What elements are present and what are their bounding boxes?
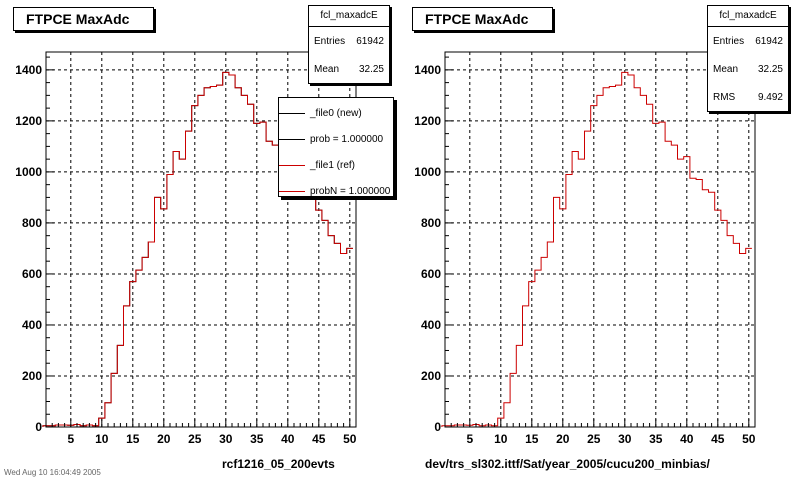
x-tick-label: 5 [466, 432, 473, 446]
stats-value: 32.25 [757, 63, 783, 75]
histogram-series [441, 71, 752, 427]
plot-title: FTPCE MaxAdc [13, 7, 154, 31]
legend-label: prob = 1.000000 [310, 133, 384, 145]
x-tick-label: 25 [587, 432, 601, 446]
stats-value: 61942 [356, 35, 384, 47]
stats-title: fcl_maxadcE [708, 6, 788, 27]
y-tick-label: 0 [434, 420, 441, 434]
x-tick-label: 30 [219, 432, 233, 446]
stats-row: RMS 9.492 [708, 83, 788, 111]
y-tick-label: 600 [22, 267, 42, 281]
x-tick-label: 45 [312, 432, 326, 446]
stats-label: Mean [314, 63, 340, 75]
stats-row: Mean 32.25 [309, 55, 389, 83]
x-tick-label: 40 [281, 432, 295, 446]
x-tick-label: 35 [649, 432, 663, 446]
y-tick-label: 1200 [414, 114, 441, 128]
legend-entry: prob = 1.000000 [279, 126, 393, 152]
stats-box: fcl_maxadcE Entries 61942 Mean 32.25 [308, 5, 390, 84]
y-tick-label: 200 [421, 369, 441, 383]
x-tick-label: 20 [556, 432, 570, 446]
y-tick-label: 1400 [414, 63, 441, 77]
x-tick-label: 15 [525, 432, 539, 446]
x-tick-label: 50 [343, 432, 357, 446]
legend-label: probN = 1.000000 [310, 185, 391, 197]
x-tick-label: 45 [711, 432, 725, 446]
stats-label: Entries [314, 35, 346, 47]
plot-title: FTPCE MaxAdc [412, 7, 553, 31]
y-tick-label: 1000 [15, 165, 42, 179]
legend: _file0 (new) prob = 1.000000 _file1 (ref… [278, 97, 394, 197]
stats-label: RMS [713, 91, 736, 103]
x-tick-label: 10 [95, 432, 109, 446]
legend-swatch [279, 164, 305, 166]
plot-background [445, 52, 755, 427]
stats-value: 61942 [755, 35, 783, 47]
legend-swatch [279, 112, 305, 114]
y-tick-label: 800 [421, 216, 441, 230]
stats-value: 9.492 [757, 91, 783, 103]
x-tick-label: 40 [680, 432, 694, 446]
y-tick-label: 1200 [15, 114, 42, 128]
timestamp-stamp: Wed Aug 10 16:04:49 2005 [4, 468, 101, 477]
x-tick-label: 35 [250, 432, 264, 446]
stats-row: Entries 61942 [708, 27, 788, 55]
legend-label: _file1 (ref) [310, 159, 356, 171]
y-tick-label: 1000 [414, 165, 441, 179]
stats-box: fcl_maxadcE Entries 61942 Mean 32.25 RMS… [707, 5, 789, 112]
x-tick-label: 10 [494, 432, 508, 446]
y-tick-label: 1400 [15, 63, 42, 77]
x-tick-label: 15 [126, 432, 140, 446]
y-tick-label: 400 [22, 318, 42, 332]
x-tick-label: 30 [618, 432, 632, 446]
stats-row: Mean 32.25 [708, 55, 788, 83]
legend-swatch [279, 138, 305, 140]
stats-label: Mean [713, 63, 739, 75]
x-axis-label: rcf1216_05_200evts [222, 457, 335, 471]
y-tick-label: 800 [22, 216, 42, 230]
legend-entry: _file0 (new) [279, 100, 393, 126]
legend-entry: _file1 (ref) [279, 152, 393, 178]
y-tick-label: 600 [421, 267, 441, 281]
x-tick-label: 5 [67, 432, 74, 446]
plot-area: 0 200 400 600 800 1000 1200 1400 5 10 15 20 25 30 35 40… [414, 51, 756, 446]
legend-label: _file0 (new) [310, 107, 362, 119]
stats-value: 32.25 [358, 63, 384, 75]
y-tick-label: 400 [421, 318, 441, 332]
y-tick-label: 200 [22, 369, 42, 383]
x-tick-label: 50 [742, 432, 756, 446]
stats-label: Entries [713, 35, 745, 47]
y-tick-label: 0 [35, 420, 42, 434]
x-axis-label: dev/trs_sl302.ittf/Sat/year_2005/cucu200… [425, 457, 710, 471]
stats-title: fcl_maxadcE [309, 6, 389, 27]
legend-swatch [279, 190, 305, 192]
x-tick-label: 20 [157, 432, 171, 446]
x-tick-label: 25 [188, 432, 202, 446]
legend-entry: probN = 1.000000 [279, 178, 393, 197]
stats-row: Entries 61942 [309, 27, 389, 55]
